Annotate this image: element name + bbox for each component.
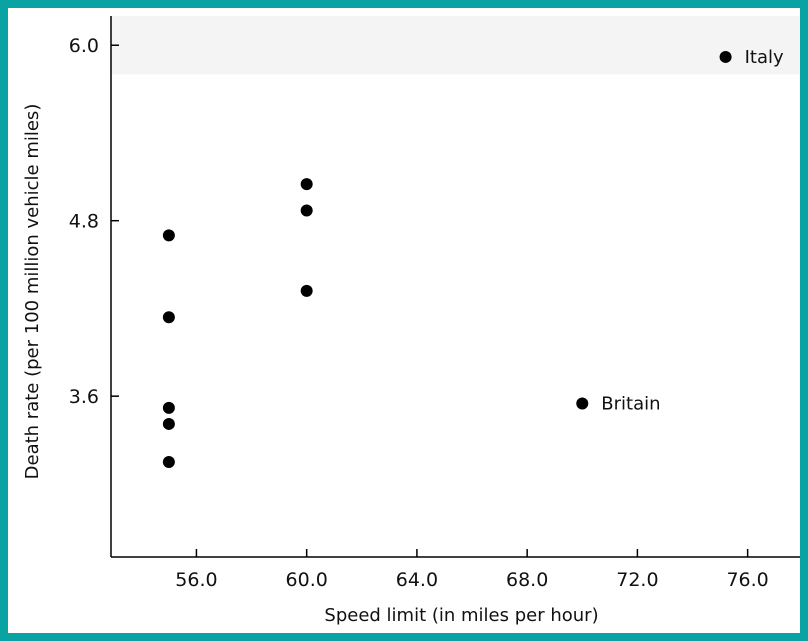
x-tick-label: 72.0 xyxy=(616,569,658,591)
x-tick-label: 56.0 xyxy=(175,569,217,591)
data-point xyxy=(162,455,175,468)
x-tick-label: 76.0 xyxy=(726,569,768,591)
data-point xyxy=(300,284,313,297)
point-label: Britain xyxy=(601,393,660,414)
plot-area: Britain Italy xyxy=(162,47,784,468)
data-point xyxy=(162,229,175,242)
data-point xyxy=(162,311,175,324)
x-tick-label: 68.0 xyxy=(506,569,548,591)
y-tick-label: 4.8 xyxy=(69,211,99,233)
x-tick-label: 60.0 xyxy=(286,569,328,591)
data-point xyxy=(300,178,313,191)
scatter-chart: Britain Italy 56.0 60.0 64.0 68.0 72.0 76.0 3.… xyxy=(22,16,800,626)
data-point xyxy=(162,401,175,414)
x-tick-label: 64.0 xyxy=(396,569,438,591)
y-axis-title: Death rate (per 100 million vehicle mile… xyxy=(22,104,43,480)
data-point xyxy=(719,50,732,63)
y-tick-label: 6.0 xyxy=(69,35,99,57)
x-axis-ticks: 56.0 60.0 64.0 68.0 72.0 76.0 xyxy=(175,549,769,591)
chart-frame: Britain Italy 56.0 60.0 64.0 68.0 72.0 76.0 3.… xyxy=(8,8,800,633)
x-axis-title: Speed limit (in miles per hour) xyxy=(324,605,598,626)
y-axis-ticks: 3.6 4.8 6.0 xyxy=(69,35,119,408)
data-point xyxy=(300,204,313,217)
point-label: Italy xyxy=(745,47,784,68)
highlight-band xyxy=(111,16,800,75)
data-point xyxy=(576,397,589,410)
y-tick-label: 3.6 xyxy=(69,386,99,408)
data-point xyxy=(162,417,175,430)
